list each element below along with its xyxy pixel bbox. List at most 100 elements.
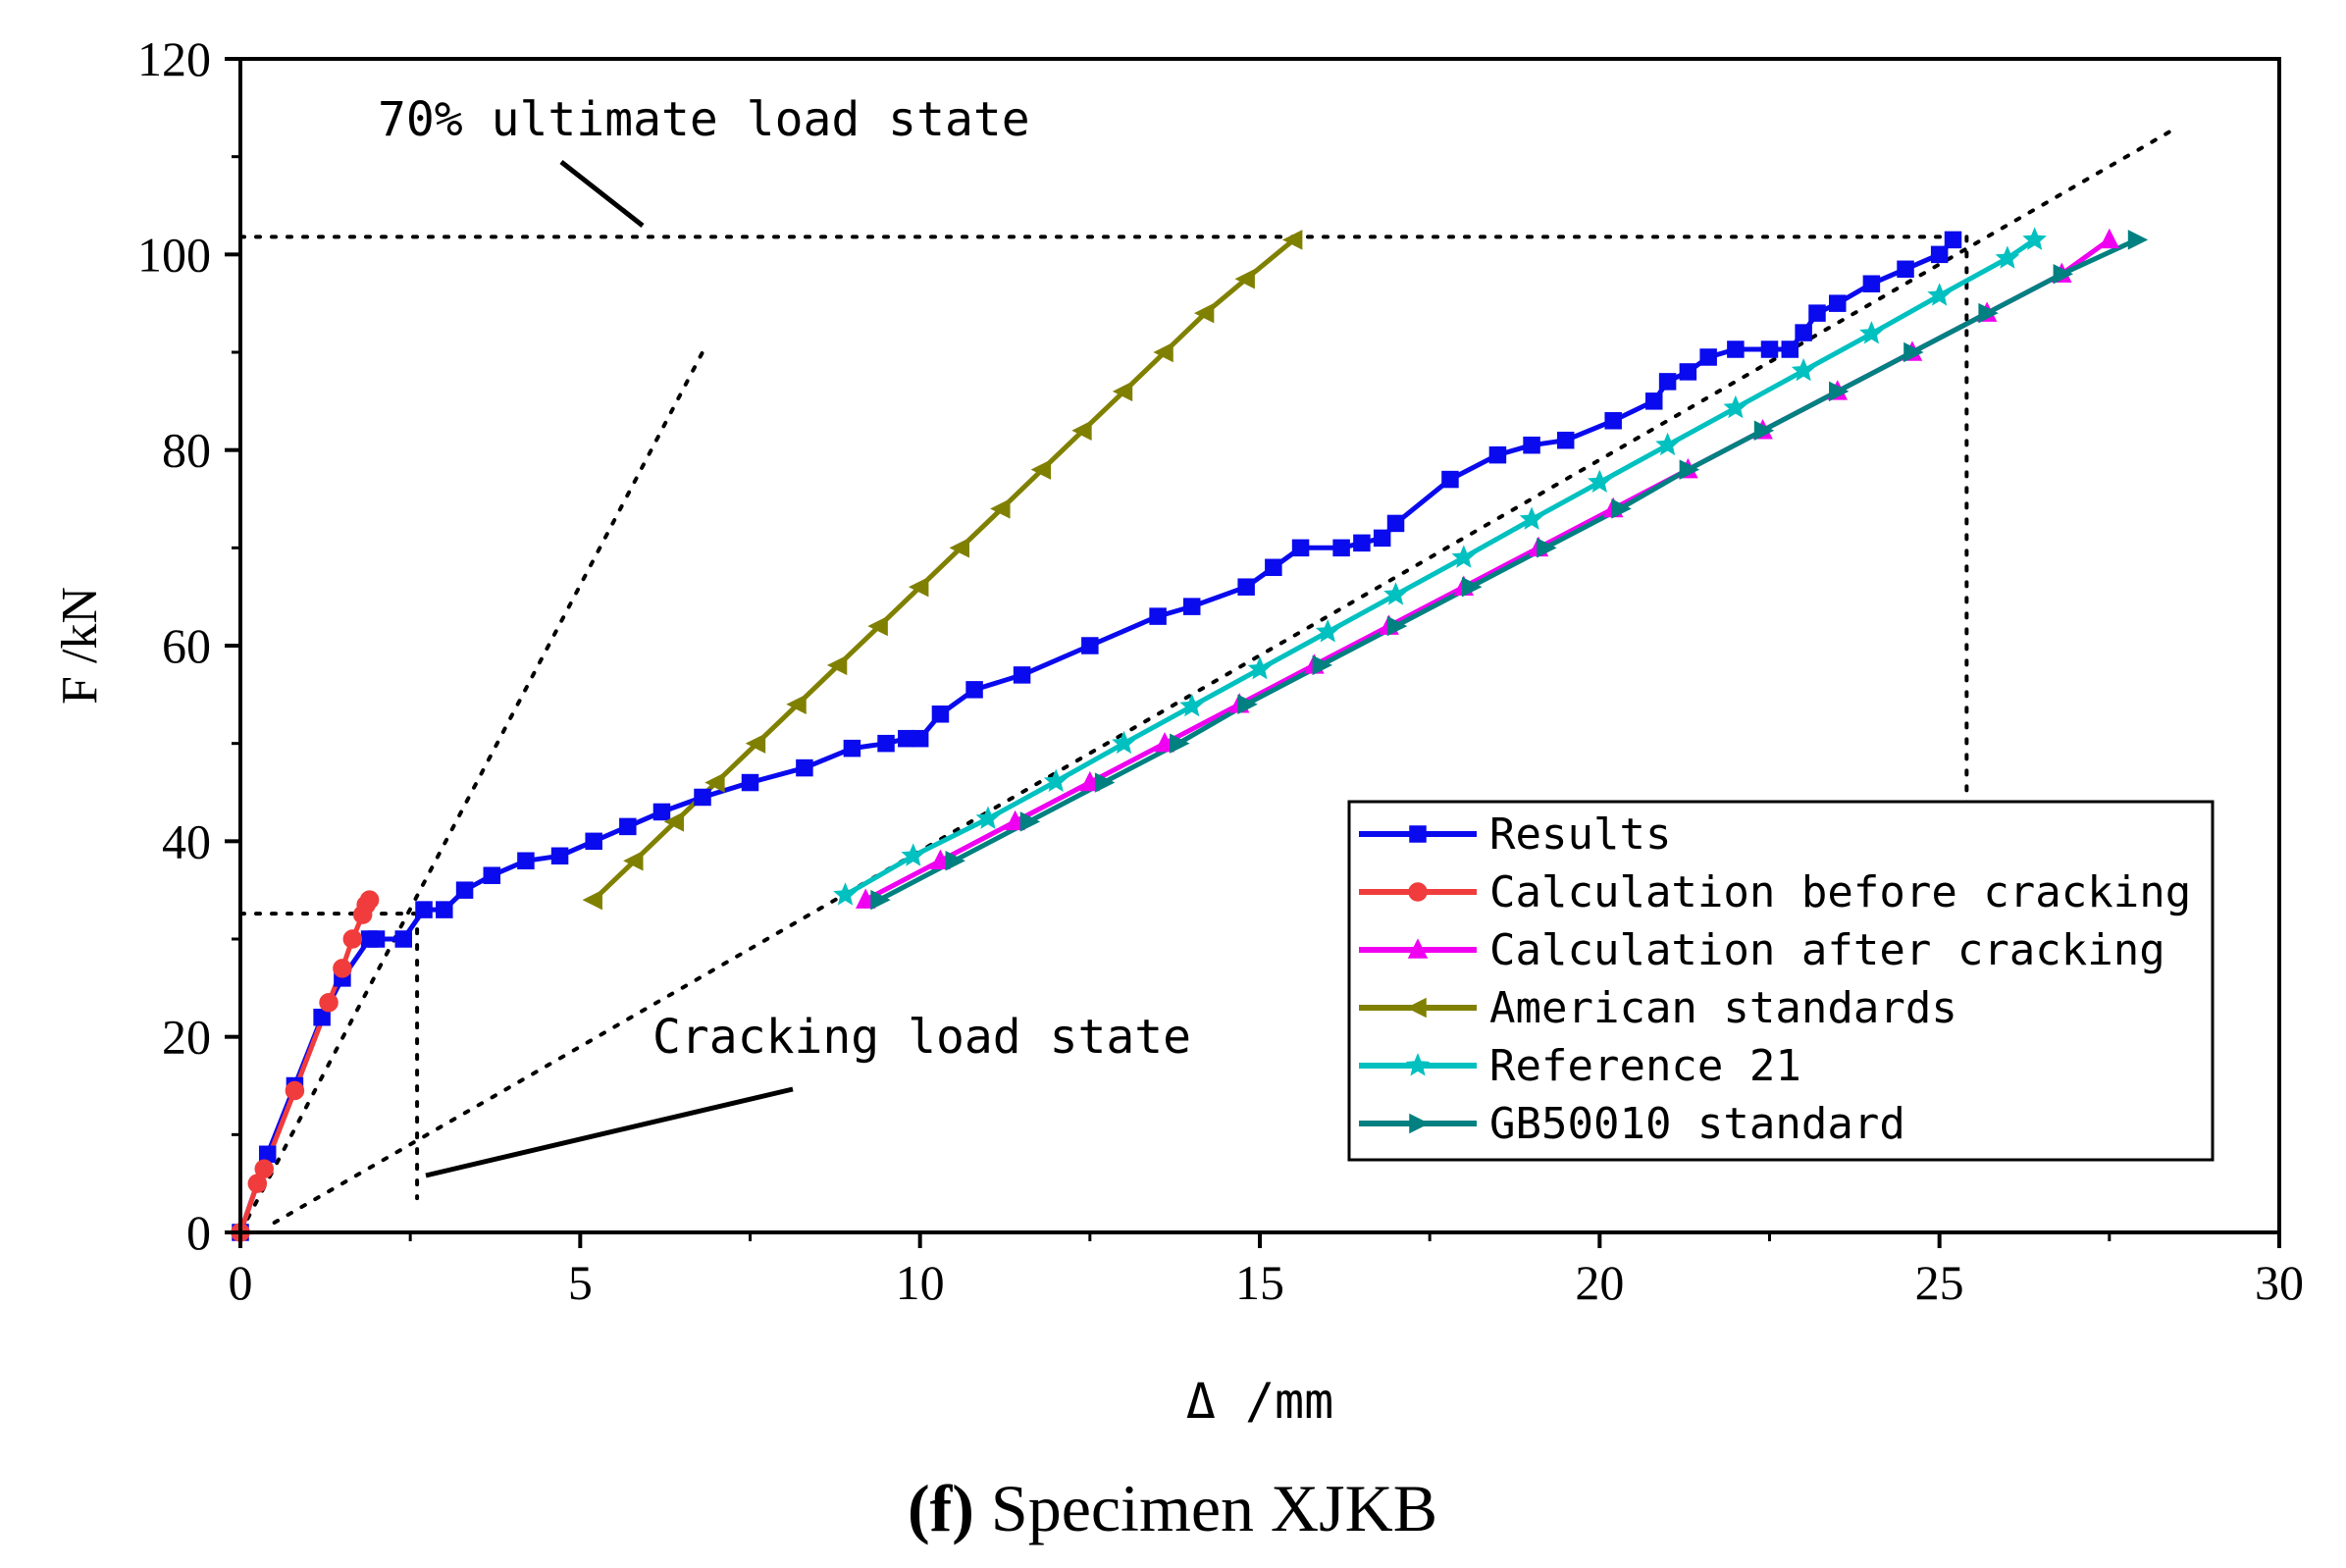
legend-label-calculation-after-cracking: Calculation after cracking	[1489, 925, 2165, 975]
data-point-reference-21	[833, 882, 858, 906]
data-point-calculation-after-cracking	[1079, 770, 1101, 792]
data-point-reference-21	[1927, 283, 1952, 306]
data-point-results	[1441, 470, 1459, 489]
y-tick-label: 60	[162, 618, 211, 673]
data-point-gb50010-standard	[1312, 654, 1333, 676]
legend-items: Results Calculation before cracking Calcul…	[1359, 810, 2191, 1149]
data-point-results	[911, 729, 929, 748]
data-point-results	[1149, 607, 1167, 625]
data-point-calculation-after-cracking	[2099, 228, 2120, 249]
data-point-gb50010-standard	[1537, 538, 1557, 558]
data-point-calculation-before-cracking	[342, 929, 363, 949]
data-point-calculation-before-cracking	[254, 1159, 274, 1178]
data-point-gb50010-standard	[1094, 772, 1116, 793]
data-point-gb50010-standard	[1170, 733, 1190, 754]
data-point-calculation-before-cracking	[333, 959, 352, 978]
cracking-pointer	[425, 1086, 794, 1178]
data-point-calculation-before-cracking	[319, 993, 339, 1013]
data-point-american-standards	[663, 811, 685, 832]
data-point-results	[619, 817, 637, 836]
data-point-results	[585, 832, 602, 851]
data-point-reference-21	[2022, 227, 2047, 250]
data-point-reference-21	[1315, 619, 1340, 643]
x-tick-label: 30	[2255, 1255, 2304, 1310]
data-point-results	[1727, 340, 1745, 358]
data-point-results	[877, 734, 895, 753]
data-point-gb50010-standard	[1903, 341, 1924, 363]
data-point-results	[1808, 304, 1826, 322]
y-tick-label: 120	[137, 31, 211, 86]
data-point-results	[313, 1008, 331, 1026]
data-point-results	[741, 773, 759, 792]
data-point-results	[796, 758, 813, 777]
data-point-results	[1644, 392, 1663, 410]
data-point-reference-21	[1247, 655, 1273, 680]
data-point-reference-21	[1451, 545, 1477, 568]
data-point-gb50010-standard	[945, 851, 965, 871]
data-point-reference-21	[1995, 245, 2020, 269]
x-axis-label: Δ /mm	[1186, 1373, 1334, 1430]
x-tick-label: 0	[229, 1255, 253, 1310]
data-point-reference-21	[1179, 693, 1205, 717]
data-point-results	[1386, 514, 1405, 533]
data-point-results	[436, 901, 453, 918]
data-point-results	[1237, 578, 1255, 596]
data-point-reference-21	[1112, 730, 1136, 755]
data-point-american-standards	[1112, 381, 1133, 402]
data-point-american-standards	[1193, 302, 1215, 324]
data-point-results	[652, 803, 671, 821]
figure-caption: (f) Specimen XJKB	[908, 1471, 1437, 1545]
data-point-results	[483, 866, 501, 884]
data-point-reference-21	[1791, 357, 1816, 382]
data-point-gb50010-standard	[1019, 811, 1041, 832]
data-point-results	[1781, 340, 1799, 358]
y-tick-label: 0	[186, 1205, 211, 1260]
data-point-results	[1182, 598, 1201, 615]
data-point-american-standards	[826, 654, 848, 676]
data-point-gb50010-standard	[1461, 576, 1483, 598]
data-point-gb50010-standard	[870, 889, 891, 911]
data-point-results	[1556, 431, 1575, 449]
data-point-gb50010-standard	[2053, 264, 2074, 285]
data-point-american-standards	[1153, 341, 1173, 363]
data-point-results	[1081, 637, 1099, 654]
data-point-results	[1291, 539, 1310, 557]
data-point-american-standards	[1030, 459, 1052, 480]
data-point-results	[1658, 373, 1677, 391]
legend-label-american-standards: American standards	[1489, 983, 1957, 1033]
data-point-results	[1944, 231, 1962, 249]
data-point-calculation-after-cracking	[1154, 731, 1175, 753]
data-point-reference-21	[975, 806, 1001, 829]
data-point-results	[1353, 534, 1371, 552]
y-axis-label: F /kN	[52, 587, 108, 705]
legend-box	[1347, 800, 2215, 1162]
data-point-results	[1679, 363, 1697, 381]
legend-marker-gb50010-standard	[1409, 1113, 1430, 1134]
data-point-results	[550, 847, 569, 865]
data-point-results	[965, 681, 983, 699]
data-point-results	[1897, 260, 1914, 279]
legend-label-gb50010-standard: GB50010 standard	[1489, 1099, 1905, 1149]
data-point-calculation-after-cracking	[856, 888, 876, 909]
x-tick-label: 25	[1915, 1255, 1964, 1310]
legend-marker-reference-21	[1405, 1053, 1431, 1076]
data-point-american-standards	[623, 851, 644, 871]
data-point-results	[1699, 348, 1717, 366]
y-tick-label: 20	[162, 1010, 211, 1065]
data-point-results	[694, 788, 711, 807]
y-tick-label: 100	[137, 227, 211, 282]
data-point-american-standards	[949, 538, 969, 558]
data-point-american-standards	[786, 694, 807, 715]
data-point-reference-21	[1383, 582, 1408, 605]
data-point-gb50010-standard	[1237, 694, 1258, 715]
data-point-reference-21	[1655, 432, 1680, 456]
legend-label-results: Results	[1489, 810, 1671, 860]
data-point-gb50010-standard	[1611, 498, 1632, 519]
data-point-results	[394, 930, 412, 948]
data-point-gb50010-standard	[1386, 615, 1408, 637]
data-point-calculation-after-cracking	[1005, 810, 1025, 831]
data-point-gb50010-standard	[1829, 381, 1850, 402]
legend-label-calculation-before-cracking: Calculation before cracking	[1489, 867, 2191, 917]
data-point-american-standards	[990, 498, 1011, 519]
